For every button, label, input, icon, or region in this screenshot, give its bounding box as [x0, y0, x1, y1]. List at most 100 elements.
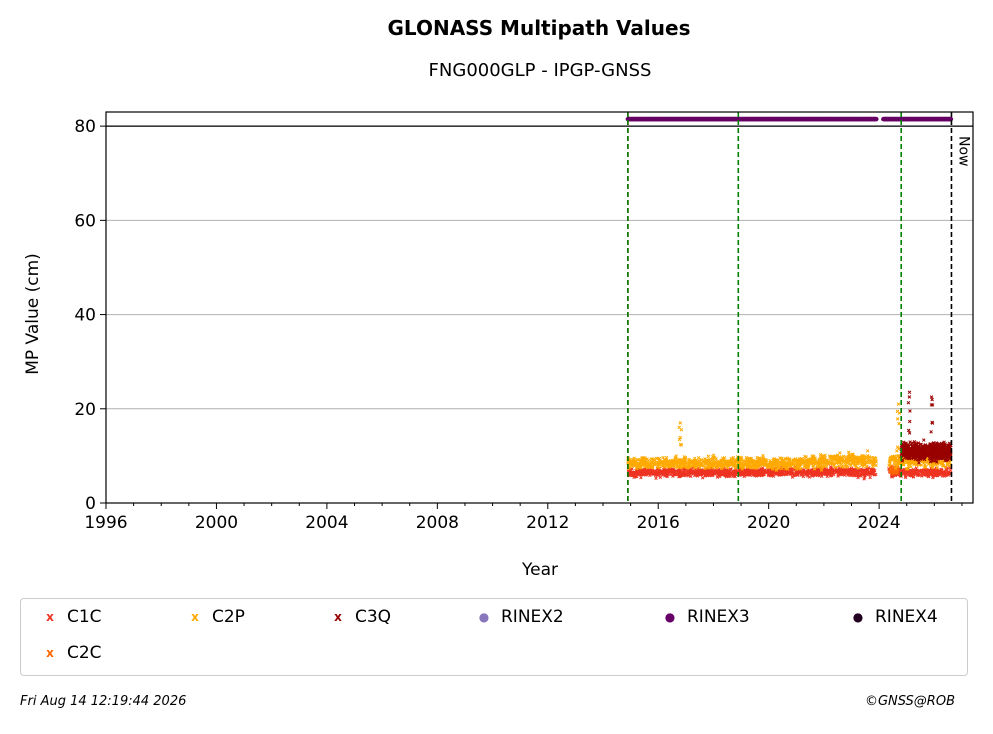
c1c-point: [903, 470, 907, 474]
c1c-point: [835, 468, 839, 472]
c1c-point: [779, 473, 783, 477]
c1c-point: [917, 473, 921, 477]
c1c-point: [711, 473, 715, 477]
c1c-point: [662, 468, 667, 472]
y-tick-label: 20: [74, 400, 96, 420]
c1c-point: [911, 475, 916, 479]
legend-marker-icon: x: [334, 610, 342, 624]
c1c-point: [677, 469, 682, 474]
c1c-point: [665, 471, 670, 475]
x-tick-label: 2004: [305, 513, 348, 533]
c1c-point: [863, 473, 867, 478]
c1c-point: [939, 468, 944, 473]
x-tick-label: 2020: [747, 513, 790, 533]
c1c-point: [632, 475, 636, 479]
c1c-point: [935, 473, 940, 478]
c1c-point: [815, 468, 819, 472]
c2p-point: [692, 456, 697, 461]
c1c-point: [920, 472, 924, 476]
c1c-point: [707, 473, 711, 477]
c1c-point: [741, 470, 746, 475]
c1c-point: [810, 474, 815, 478]
x-tick-label: 2000: [195, 513, 238, 533]
c1c-point: [924, 469, 929, 474]
c1c-point: [936, 470, 940, 475]
c1c-point: [672, 469, 677, 474]
c1c-point: [829, 466, 833, 470]
c3q-point: [929, 395, 934, 399]
c1c-point: [856, 469, 860, 474]
c1c-point: [702, 470, 706, 474]
c2p-point: [812, 467, 817, 471]
c1c-point: [911, 467, 916, 472]
c1c-point: [859, 474, 863, 478]
c1c-point: [832, 469, 837, 474]
c2p-point: [896, 402, 901, 406]
c1c-point: [759, 473, 764, 478]
x-axis-label: Year: [521, 560, 558, 580]
legend-item-c2c: x C2C: [39, 643, 101, 663]
c2p-point: [895, 409, 900, 414]
c1c-point: [641, 470, 646, 474]
c1c-point: [720, 470, 725, 474]
c1c-point: [872, 470, 876, 475]
c1c-point: [708, 469, 712, 473]
c1c-point: [851, 471, 855, 475]
c1c-point: [852, 473, 857, 478]
legend-marker-icon: ●: [852, 610, 864, 624]
c1c-point: [646, 471, 650, 476]
c1c-point: [855, 473, 860, 477]
c1c-point: [837, 466, 842, 471]
footer-credit: ©GNSS@ROB: [864, 694, 955, 709]
c1c-point: [862, 468, 866, 472]
c1c-point: [932, 470, 937, 475]
c2c-point: [888, 468, 893, 473]
c1c-point: [753, 473, 758, 478]
c1c-point: [654, 476, 658, 481]
legend-label: C1C: [67, 607, 102, 627]
c1c-point: [682, 471, 686, 475]
y-tick-label: 40: [74, 306, 96, 326]
c1c-point: [802, 470, 806, 474]
x-tick-label: 2024: [857, 513, 900, 533]
legend-label: C3Q: [355, 607, 392, 627]
legend-marker-icon: ●: [478, 610, 490, 624]
c1c-point: [830, 470, 834, 475]
x-tick-label: 2016: [637, 513, 680, 533]
legend-label: RINEX4: [875, 607, 938, 627]
c1c-point: [733, 474, 737, 479]
c2p-point: [706, 454, 711, 459]
c1c-point: [756, 473, 760, 478]
c1c-point: [760, 471, 765, 476]
now-label: Now: [955, 136, 971, 167]
c1c-point: [849, 473, 853, 478]
c1c-point: [747, 473, 751, 477]
c2p-point: [943, 465, 948, 469]
c1c-point: [829, 473, 834, 478]
c1c-point: [671, 472, 676, 476]
c1c-point: [942, 474, 946, 478]
c1c-point: [638, 472, 642, 477]
c1c-point: [744, 471, 749, 475]
c1c-point: [806, 474, 810, 478]
c1c-point: [770, 470, 774, 475]
c1c-point: [924, 472, 928, 476]
c2p-point: [679, 428, 684, 432]
c1c-point: [680, 473, 685, 478]
c1c-point: [753, 470, 758, 474]
legend-marker-icon: x: [191, 610, 199, 624]
c1c-point: [801, 474, 806, 479]
c1c-point: [656, 472, 660, 477]
c1c-point: [837, 471, 842, 475]
c3q-point: [908, 409, 912, 413]
c1c-point: [823, 468, 828, 473]
c1c-point: [742, 474, 746, 479]
rinex3-point: [874, 116, 879, 122]
c2p-point: [909, 465, 913, 469]
c1c-point: [847, 467, 852, 471]
c1c-point: [628, 470, 633, 475]
c2p-point: [897, 421, 901, 426]
c1c-point: [816, 471, 820, 476]
x-tick-label: 1996: [84, 513, 127, 533]
x-tick-label: 2012: [526, 513, 569, 533]
